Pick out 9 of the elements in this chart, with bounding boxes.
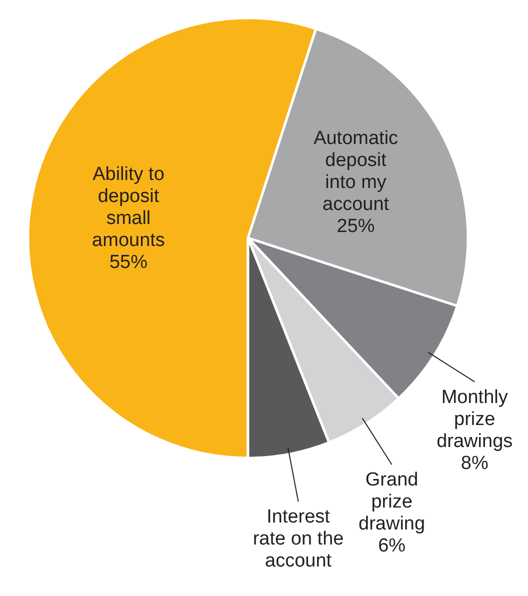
- slice-label: Ability to deposit small amounts: [92, 164, 165, 252]
- slice-label: Interest rate on the account: [252, 506, 344, 572]
- slice-label: Grand prize drawing: [358, 470, 426, 535]
- data-label: 8%: [460, 452, 488, 474]
- slice-label: Monthly prize drawings: [436, 386, 513, 452]
- data-label: 55%: [109, 252, 148, 274]
- slice-label: Automatic deposit into my account: [314, 128, 398, 216]
- data-label: 25%: [336, 216, 375, 238]
- data-label: 6%: [378, 536, 406, 557]
